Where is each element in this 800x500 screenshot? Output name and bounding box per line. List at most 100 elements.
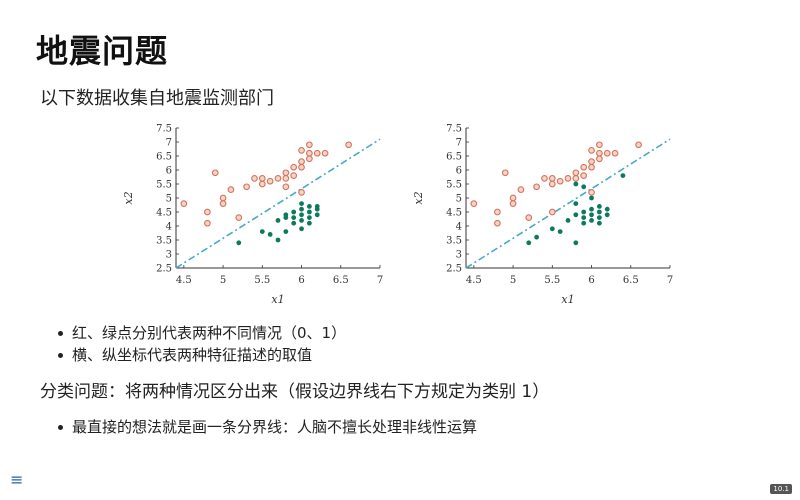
class1-point: [589, 206, 594, 212]
class0-point: [541, 175, 548, 182]
menu-icon[interactable]: ≡: [10, 470, 24, 489]
y-tick-label: 5.5: [446, 180, 462, 191]
page-title: 地震问题: [36, 32, 169, 70]
y-tick-label: 4: [456, 222, 462, 233]
class1-point: [299, 212, 304, 218]
class1-point: [299, 226, 304, 232]
class1-point: [581, 209, 587, 215]
page-number-badge: 10.1: [770, 484, 792, 494]
class0-point: [564, 175, 572, 182]
y-tick-label: 7: [456, 138, 462, 149]
class0-point: [321, 149, 329, 157]
class1-point: [275, 218, 281, 223]
y-tick-label: 6.5: [446, 152, 462, 163]
charts-area: 2.5 3 3.5 4 4.5 5 5.5 6 6.5 7 7.5 4.5 5 5.5 6 6.5 7 x1 x2 …: [118, 118, 688, 318]
classification-paragraph: 分类问题：将两种情况区分出来（假设边界线右下方规定为类别 1）: [40, 382, 550, 402]
class0-point: [635, 141, 642, 149]
y-tick-label: 3.5: [446, 236, 462, 247]
class0-point: [298, 158, 305, 165]
class0-point: [588, 163, 595, 171]
class1-point: [275, 237, 281, 243]
y-tick-label: 5.5: [156, 180, 172, 191]
class0-point: [596, 149, 603, 157]
class0-point: [533, 183, 540, 191]
class0-point: [517, 186, 525, 193]
idea-bullets: 最直接的想法就是画一条分界线：人脑不擅长处理非线性运算: [58, 416, 477, 438]
class0-point: [588, 189, 595, 196]
class1-point: [306, 204, 312, 209]
class1-point: [267, 232, 273, 237]
class0-point: [548, 180, 556, 188]
class0-point: [588, 158, 595, 165]
class1-point: [604, 206, 610, 212]
class1-point: [573, 212, 579, 218]
class1-point: [565, 218, 571, 223]
y-tick-label: 7: [166, 138, 172, 149]
class1-point: [291, 220, 297, 226]
class1-point: [589, 195, 594, 201]
class1-point: [283, 215, 289, 220]
class0-point: [494, 219, 501, 227]
class0-point: [298, 189, 305, 196]
class1-point: [573, 240, 579, 246]
class0-point: [180, 200, 188, 207]
y-tick-label: 7.5: [156, 124, 172, 135]
class0-point: [603, 149, 611, 157]
class0-point: [235, 214, 243, 221]
class0-point: [258, 180, 266, 188]
y-tick-label: 3: [456, 250, 462, 261]
x-tick-label: 6: [588, 275, 594, 286]
class0-point: [298, 163, 305, 171]
x-tick-label: 5.5: [544, 275, 560, 286]
class0-point: [611, 149, 619, 157]
class0-point: [596, 141, 603, 149]
class0-point: [525, 214, 533, 221]
class1-point: [549, 226, 555, 232]
class0-point: [470, 200, 478, 207]
class0-point: [266, 177, 274, 185]
class1-point: [306, 220, 312, 226]
class0-point: [282, 169, 290, 177]
class0-point: [282, 175, 290, 182]
class0-point: [290, 163, 298, 171]
class0-point: [548, 175, 556, 182]
class1-point: [596, 215, 602, 220]
class0-point: [298, 147, 305, 154]
class1-point: [314, 204, 320, 209]
y-tick-label: 5: [456, 194, 462, 205]
y-tick-label: 3.5: [156, 236, 172, 247]
class1-point: [589, 218, 594, 223]
x-tick-label: 4.5: [466, 275, 482, 286]
class1-point: [581, 215, 587, 220]
class1-point: [573, 181, 579, 187]
class0-point: [572, 169, 580, 177]
class1-point: [596, 204, 602, 209]
class1-point: [534, 234, 540, 240]
scatter-chart-left: 2.5 3 3.5 4 4.5 5 5.5 6 6.5 7 7.5 4.5 5 5.5 6 6.5 7 x1 x2: [122, 124, 383, 307]
class1-point: [557, 229, 563, 234]
class1-point: [306, 215, 312, 220]
class0-point: [588, 147, 595, 154]
bullet-item: 横、纵坐标代表两种特征描述的取值: [58, 344, 346, 366]
class0-point: [243, 183, 250, 191]
class0-point: [282, 183, 290, 191]
y-tick-label: 7.5: [446, 124, 462, 135]
bullet-item: 红、绿点分别代表两种不同情况（0、1）: [58, 322, 346, 344]
y-tick-label: 2.5: [446, 264, 462, 275]
bullet-item: 最直接的想法就是画一条分界线：人脑不擅长处理非线性运算: [58, 416, 477, 438]
scatter-chart-right: 2.5 3 3.5 4 4.5 5 5.5 6 6.5 7 7.5 4.5 5 5.5 6 6.5 7 x1 x2: [412, 124, 673, 307]
class1-point: [306, 209, 312, 215]
class1-point: [573, 201, 579, 206]
class0-point: [596, 155, 603, 163]
page-subtitle: 以下数据收集自地震监测部门: [40, 88, 274, 109]
x-tick-label: 7: [377, 275, 383, 286]
class0-point: [509, 194, 517, 202]
class1-point: [581, 220, 587, 226]
class0-point: [204, 219, 211, 227]
x-tick-label: 4.5: [176, 275, 192, 286]
class0-point: [219, 200, 227, 207]
y-tick-label: 4: [166, 222, 172, 233]
y-tick-label: 4.5: [446, 208, 462, 219]
class0-point: [290, 172, 298, 179]
y-axis-label: x2: [412, 191, 425, 204]
